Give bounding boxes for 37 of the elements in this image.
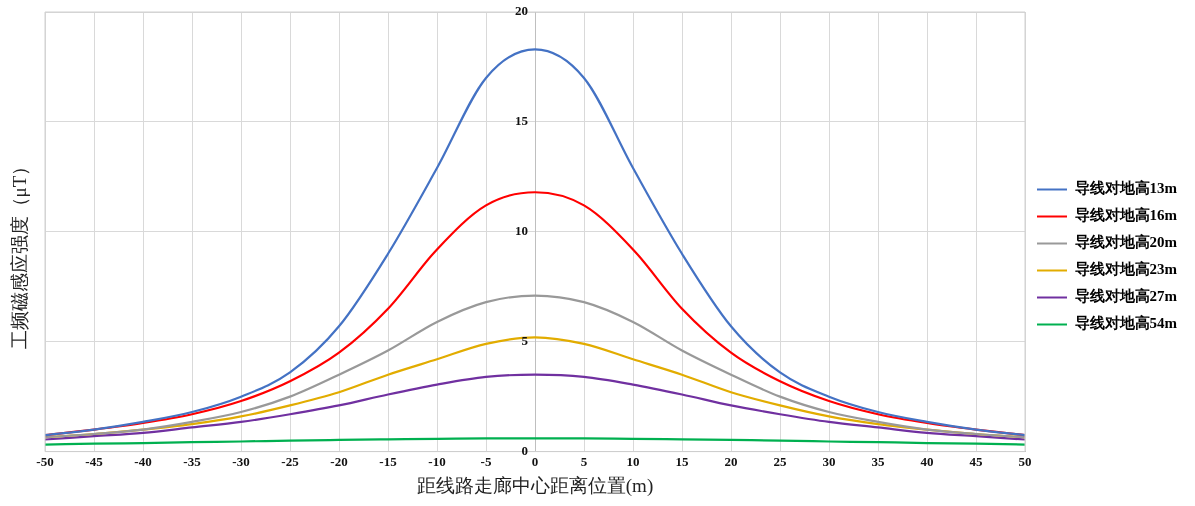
x-tick-label: -50 (36, 453, 54, 469)
x-tick-label: -10 (428, 453, 446, 469)
x-tick-label: -35 (183, 453, 202, 469)
x-tick-label: 0 (531, 453, 539, 469)
y-tick-label: 20 (515, 3, 528, 19)
y-tick-label: 15 (515, 113, 529, 129)
y-tick-label: 10 (515, 223, 528, 239)
x-tick-label: -45 (85, 453, 104, 469)
y-tick-label: 0 (521, 442, 528, 458)
legend-label: 导线对地高16m (1074, 206, 1178, 224)
line-series (45, 437, 1026, 446)
x-tick-label: -20 (330, 453, 348, 469)
x-tick-label: -40 (134, 453, 152, 469)
x-tick-label: -30 (232, 453, 250, 469)
x-tick-label: 45 (969, 453, 983, 469)
x-tick-label: 20 (724, 453, 738, 469)
line-series (45, 294, 1026, 439)
x-tick-label: 35 (871, 453, 885, 469)
x-tick-label: 40 (920, 453, 934, 469)
line-series (45, 48, 1026, 437)
x-tick-label: -5 (480, 453, 492, 469)
x-tick-label: -25 (281, 453, 300, 469)
x-tick-label: -15 (379, 453, 398, 469)
legend-label: 导线对地高27m (1074, 287, 1178, 305)
x-tick-label: 25 (773, 453, 787, 469)
x-tick-label: 50 (1018, 453, 1032, 469)
legend-label: 导线对地高54m (1074, 314, 1178, 332)
x-tick-label: 10 (626, 453, 640, 469)
legend-label: 导线对地高23m (1074, 260, 1178, 278)
x-axis-title: 距线路走廊中心距离位置(m) (416, 474, 654, 497)
x-tick-label: 5 (580, 453, 588, 469)
y-axis-title: 工频磁感应强度（μT） (8, 156, 31, 350)
line-series (45, 373, 1026, 441)
legend-label: 导线对地高20m (1074, 233, 1178, 251)
x-tick-label: 15 (675, 453, 689, 469)
x-tick-label: 30 (822, 453, 836, 469)
legend-label: 导线对地高13m (1074, 179, 1178, 197)
